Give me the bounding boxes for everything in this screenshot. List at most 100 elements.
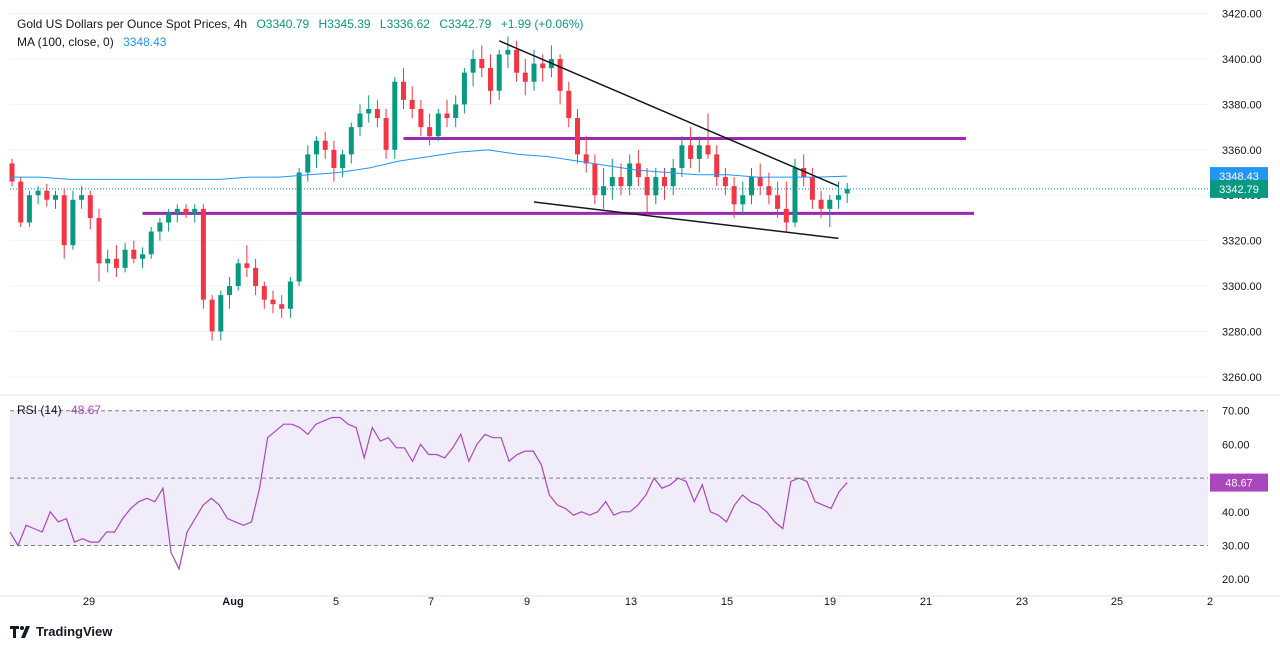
candle-body xyxy=(70,199,76,246)
last-price-tag-label: 3342.79 xyxy=(1219,184,1259,196)
price-tick-label: 3420.00 xyxy=(1222,9,1262,21)
candle-body xyxy=(479,59,485,69)
candle-body xyxy=(314,140,319,155)
candle-body xyxy=(809,177,815,200)
candle-body xyxy=(131,249,137,259)
rsi-tick-label: 30.00 xyxy=(1222,540,1250,552)
candle-body xyxy=(714,154,720,178)
candle-body xyxy=(488,68,493,91)
time-tick-label: 5 xyxy=(333,596,339,608)
candle-body xyxy=(409,99,415,109)
candle-body xyxy=(601,186,607,196)
candle-body xyxy=(435,113,441,137)
time-tick-label: 21 xyxy=(920,596,932,608)
ohlc-close: C3342.79 xyxy=(439,17,492,31)
candle-body xyxy=(227,286,232,296)
ma-legend[interactable]: MA (100, close, 0) 3348.43 xyxy=(17,35,172,49)
candle-body xyxy=(844,188,850,194)
rsi-legend[interactable]: RSI (14) 48.67 xyxy=(17,403,107,417)
ma-line xyxy=(10,149,848,180)
candle-body xyxy=(775,195,781,209)
candle-body xyxy=(505,49,511,55)
candle-body xyxy=(766,186,772,196)
candle-body xyxy=(444,113,450,119)
candle-body xyxy=(818,199,824,209)
last-price-tag xyxy=(1210,179,1268,198)
candle-body xyxy=(374,108,380,119)
candle-body xyxy=(235,263,241,287)
candle-body xyxy=(305,154,311,173)
candle-body xyxy=(836,195,841,200)
candle-body xyxy=(244,263,250,268)
candle-body xyxy=(383,118,389,150)
candle-body xyxy=(166,213,172,223)
candle-body xyxy=(366,108,372,114)
candle-body xyxy=(157,222,163,232)
price-tick-label: 3320.00 xyxy=(1222,236,1262,248)
time-tick-label: 23 xyxy=(1016,596,1028,608)
candle-body xyxy=(348,127,354,155)
candle-body xyxy=(340,154,346,168)
candle-body xyxy=(183,208,189,214)
candle-body xyxy=(792,167,798,223)
candle-body xyxy=(253,267,259,287)
ohlc-open: O3340.79 xyxy=(256,17,310,31)
candle-body xyxy=(122,249,128,268)
candle-body xyxy=(35,190,41,196)
candle-body xyxy=(105,258,111,264)
candle-body xyxy=(87,195,93,218)
candle-body xyxy=(192,208,198,214)
candle-body xyxy=(61,195,67,246)
candle-body xyxy=(9,163,15,182)
candle-body xyxy=(148,231,154,255)
rsi-tick-label: 70.00 xyxy=(1222,406,1250,418)
candle-body xyxy=(496,54,502,91)
candle-body xyxy=(679,145,685,168)
candle-body xyxy=(566,90,572,119)
candle-body xyxy=(18,181,24,223)
candle-body xyxy=(140,254,145,259)
candle-body xyxy=(470,59,476,73)
time-tick-label: 25 xyxy=(1111,596,1123,608)
symbol-title[interactable]: Gold US Dollars per Ounce Spot Prices, 4… xyxy=(17,17,248,31)
rsi-tick-label: 20.00 xyxy=(1222,574,1250,586)
ma-label: MA (100, close, 0) xyxy=(17,35,114,49)
tradingview-logo-icon xyxy=(10,625,30,638)
candle-body xyxy=(644,177,650,196)
time-tick-label: Aug xyxy=(222,596,243,608)
lower-trendline xyxy=(533,201,839,240)
candle-body xyxy=(279,304,285,309)
candle-body xyxy=(705,145,711,155)
candle-body xyxy=(287,281,293,309)
candle-body xyxy=(618,177,624,187)
time-tick-label: 7 xyxy=(428,596,434,608)
candle-body xyxy=(583,154,589,164)
candle-body xyxy=(427,127,433,137)
rsi-value: 48.67 xyxy=(71,403,102,417)
candle-body xyxy=(540,63,546,69)
candle-body xyxy=(827,199,833,209)
rsi-label: RSI (14) xyxy=(17,403,62,417)
tradingview-logo[interactable]: TradingView xyxy=(10,624,112,639)
rsi-tick-label: 60.00 xyxy=(1222,439,1250,451)
candle-body xyxy=(749,177,754,196)
candle-body xyxy=(113,258,119,268)
candle-body xyxy=(418,108,424,128)
candle-body xyxy=(575,118,580,155)
candle-body xyxy=(270,299,276,305)
candle-body xyxy=(200,208,206,300)
candle-body xyxy=(209,299,215,332)
candle-body xyxy=(557,59,563,91)
candle-body xyxy=(627,163,633,187)
rsi-value-tag xyxy=(1210,473,1268,492)
candle-body xyxy=(783,208,789,223)
time-tick-label: 19 xyxy=(824,596,836,608)
candle-body xyxy=(461,72,467,105)
candle-body xyxy=(53,195,58,200)
candle-body xyxy=(401,81,406,100)
rsi-value-tag-label: 48.67 xyxy=(1225,478,1253,490)
candle-body xyxy=(514,49,520,73)
candle-body xyxy=(522,72,528,82)
chart-header: Gold US Dollars per Ounce Spot Prices, 4… xyxy=(17,17,589,31)
